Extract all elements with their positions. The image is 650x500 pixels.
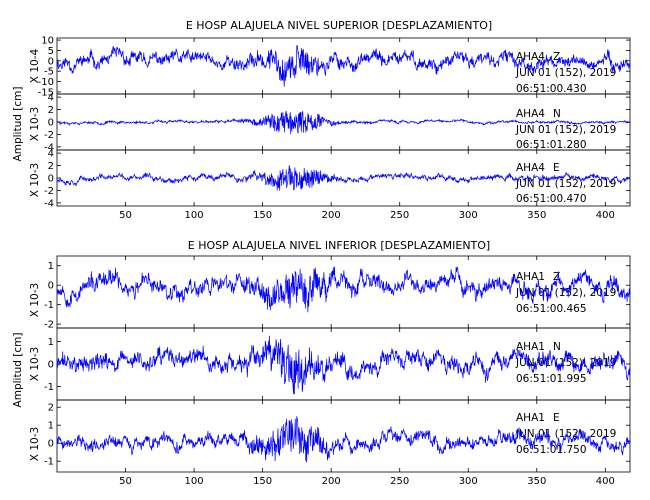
waveform-trace bbox=[56, 266, 631, 313]
station-label: AHA4 bbox=[516, 108, 545, 120]
x-tick-label: 250 bbox=[390, 476, 409, 487]
x-tick-label: 150 bbox=[253, 476, 272, 487]
x-tick-label: 250 bbox=[390, 210, 409, 221]
waveform-trace bbox=[56, 110, 631, 135]
x-tick-label: 400 bbox=[596, 210, 615, 221]
x-tick-label: 50 bbox=[119, 210, 132, 221]
y-tick-label: -1 bbox=[44, 457, 54, 468]
y-tick-label: -1 bbox=[44, 300, 54, 311]
upper-chart-ylabel: Amplitud [cm] bbox=[12, 87, 24, 162]
panel-frame bbox=[56, 399, 631, 473]
waveform-trace bbox=[56, 165, 631, 191]
station-label: AHA1 bbox=[516, 341, 545, 353]
component-label: N bbox=[553, 108, 561, 120]
upper-panel-1: X 10-4 AHA4 Z JUN 01 (152), 2019 06:51:0… bbox=[29, 36, 631, 98]
y-tick-label: 0 bbox=[48, 118, 54, 129]
panel-annotation: AHA1 E JUN 01 (152), 2019 06:51:01.750 bbox=[515, 412, 616, 456]
station-label: AHA1 bbox=[516, 412, 545, 424]
waveform-trace bbox=[56, 44, 631, 87]
lower-chart-ylabel: Amplitud [cm] bbox=[12, 333, 24, 408]
y-tick-label: -2 bbox=[44, 320, 54, 331]
y-tick-label: -2 bbox=[44, 130, 54, 141]
time-label: 06:51:01.750 bbox=[516, 444, 587, 456]
y-tick-label: 2 bbox=[48, 105, 54, 116]
time-label: 06:51:00.465 bbox=[516, 303, 587, 315]
y-tick-label: 0 bbox=[48, 360, 54, 371]
y-tick-label: 2 bbox=[48, 403, 54, 414]
lower-chart-title: E HOSP ALAJUELA NIVEL INFERIOR [DESPLAZA… bbox=[188, 239, 490, 252]
panel-scale-label: X 10-3 bbox=[29, 283, 41, 317]
y-tick-label: 2 bbox=[48, 161, 54, 172]
panel-scale-label: X 10-3 bbox=[29, 163, 41, 197]
time-label: 06:51:00.430 bbox=[516, 83, 587, 95]
panel-scale-label: X 10-3 bbox=[29, 347, 41, 381]
y-tick-label: -1 bbox=[44, 382, 54, 393]
y-tick-label: 5 bbox=[48, 46, 54, 57]
y-tick-label: -2 bbox=[44, 186, 54, 197]
y-tick-label: 0 bbox=[48, 281, 54, 292]
y-tick-label: 0 bbox=[48, 56, 54, 67]
component-label: N bbox=[553, 341, 561, 353]
panel-annotation: AHA4 N JUN 01 (152), 2019 06:51:01.280 bbox=[515, 108, 616, 151]
panel-scale-label: X 10-3 bbox=[29, 107, 41, 141]
component-label: Z bbox=[553, 51, 560, 63]
upper-chart: E HOSP ALAJUELA NIVEL SUPERIOR [DESPLAZA… bbox=[12, 19, 631, 221]
upper-x-axis: 50 100 150 200 250 300 350 400 bbox=[119, 210, 615, 221]
y-tick-label: 1 bbox=[48, 421, 54, 432]
lower-x-axis: 50 100 150 200 250 300 350 400 bbox=[119, 476, 615, 487]
y-tick-label: 1 bbox=[48, 337, 54, 348]
y-tick-label: 0 bbox=[48, 439, 54, 450]
upper-chart-title: E HOSP ALAJUELA NIVEL SUPERIOR [DESPLAZA… bbox=[186, 19, 492, 32]
y-tick-label: 4 bbox=[48, 149, 54, 160]
upper-panel-3: X 10-3 AHA4 E JUN 01 (152), 2019 06:51:0… bbox=[29, 149, 631, 209]
x-tick-label: 200 bbox=[322, 476, 341, 487]
x-tick-label: 50 bbox=[119, 476, 132, 487]
x-tick-label: 300 bbox=[459, 210, 478, 221]
x-tick-label: 400 bbox=[596, 476, 615, 487]
y-tick-label: -4 bbox=[44, 142, 54, 153]
y-tick-label: -5 bbox=[44, 67, 54, 78]
y-tick-label: 4 bbox=[48, 93, 54, 104]
x-tick-label: 350 bbox=[527, 476, 546, 487]
component-label: E bbox=[553, 162, 560, 174]
panel-annotation: AHA4 Z JUN 01 (152), 2019 06:51:00.430 bbox=[515, 51, 616, 95]
y-tick-label: 10 bbox=[41, 36, 54, 47]
y-tick-label: 0 bbox=[48, 174, 54, 185]
y-tick-label: -4 bbox=[44, 198, 54, 209]
panel-scale-label: X 10-4 bbox=[29, 49, 41, 84]
x-tick-label: 100 bbox=[185, 476, 204, 487]
station-label: AHA4 bbox=[516, 51, 545, 63]
lower-chart: E HOSP ALAJUELA NIVEL INFERIOR [DESPLAZA… bbox=[12, 239, 631, 487]
time-label: 06:51:00.470 bbox=[516, 193, 587, 205]
date-label: JUN 01 (152), 2019 bbox=[515, 178, 616, 190]
x-tick-label: 150 bbox=[253, 210, 272, 221]
date-label: JUN 01 (152), 2019 bbox=[515, 124, 616, 136]
time-label: 06:51:01.280 bbox=[516, 139, 587, 151]
lower-panel-3: X 10-3 AHA1 E JUN 01 (152), 2019 06:51:0… bbox=[29, 399, 631, 473]
lower-panel-1: X 10-3 AHA1 Z JUN 01 (152), 2019 06:51:0… bbox=[29, 255, 631, 331]
upper-panel-2: X 10-3 AHA4 N JUN 01 (152), 2019 06:51:0… bbox=[29, 93, 631, 153]
panel-annotation: AHA4 E JUN 01 (152), 2019 06:51:00.470 bbox=[515, 162, 616, 205]
y-tick-label: -10 bbox=[38, 77, 54, 88]
date-label: JUN 01 (152), 2019 bbox=[515, 428, 616, 440]
x-tick-label: 350 bbox=[527, 210, 546, 221]
component-label: Z bbox=[553, 271, 560, 283]
lower-panel-2: X 10-3 AHA1 N JUN 01 (152), 2019 06:51:0… bbox=[29, 327, 631, 401]
station-label: AHA1 bbox=[516, 271, 545, 283]
x-tick-label: 100 bbox=[185, 210, 204, 221]
waveform-trace bbox=[56, 416, 631, 463]
component-label: E bbox=[553, 412, 560, 424]
waveform-trace bbox=[56, 335, 631, 395]
x-tick-label: 200 bbox=[322, 210, 341, 221]
panel-scale-label: X 10-3 bbox=[29, 427, 41, 461]
time-label: 06:51:01.995 bbox=[516, 373, 587, 385]
y-tick-label: -15 bbox=[38, 87, 54, 98]
y-tick-label: 1 bbox=[48, 261, 54, 272]
station-label: AHA4 bbox=[516, 162, 545, 174]
date-label: JUN 01 (152), 2019 bbox=[515, 67, 616, 79]
x-tick-label: 300 bbox=[459, 476, 478, 487]
